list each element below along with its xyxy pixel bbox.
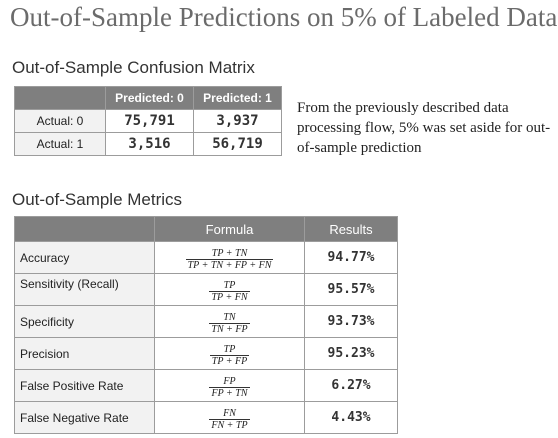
formula-denominator: TP + FN [209, 290, 250, 303]
column-header: Formula [154, 216, 305, 242]
formula-cell: TP + TN TP + TN + FP + FN [154, 241, 305, 274]
table-header-row: Predicted: 0 Predicted: 1 [14, 86, 282, 110]
formula-fraction: TP TP + FN [209, 279, 250, 303]
table-row: Sensitivity (Recall) TP TP + FN 95.57% [14, 273, 398, 306]
metric-name: False Negative Rate [14, 401, 155, 434]
corner-cell [14, 86, 106, 110]
formula-numerator: TP [223, 343, 236, 355]
formula-denominator: TP + TN + FP + FN [185, 258, 274, 271]
formula-cell: FP FP + TN [154, 369, 305, 402]
formula-denominator: FN + TP [209, 418, 250, 431]
table-row: Accuracy TP + TN TP + TN + FP + FN 94.77… [14, 241, 398, 274]
confusion-matrix-heading: Out-of-Sample Confusion Matrix [12, 58, 255, 77]
formula-cell: FN FN + TP [154, 401, 305, 434]
column-header: Predicted: 0 [105, 86, 194, 110]
metric-result: 95.23% [304, 337, 398, 370]
metric-name: Precision [14, 337, 155, 370]
column-header: Predicted: 1 [193, 86, 282, 110]
page-title: Out-of-Sample Predictions on 5% of Label… [10, 2, 558, 32]
formula-fraction: FN FN + TP [209, 407, 250, 431]
formula-numerator: TP + TN [211, 247, 248, 259]
formula-fraction: TN TN + FP [209, 311, 250, 335]
confusion-matrix-table: Predicted: 0 Predicted: 1 Actual: 0 75,7… [14, 86, 282, 156]
metrics-heading: Out-of-Sample Metrics [12, 190, 183, 209]
metric-name: Sensitivity (Recall) [14, 273, 155, 306]
true-positive-cell: 56,719 [193, 132, 282, 156]
metric-name: Accuracy [14, 241, 155, 274]
formula-denominator: TN + FP [209, 322, 250, 335]
metric-result: 94.77% [304, 241, 398, 274]
formula-fraction: FP FP + TN [209, 375, 250, 399]
formula-fraction: TP TP + FP [209, 343, 250, 367]
table-header-row: Formula Results [14, 216, 398, 242]
row-header: Actual: 1 [14, 132, 106, 156]
row-header: Actual: 0 [14, 109, 106, 133]
false-negative-cell: 3,516 [105, 132, 194, 156]
formula-numerator: TP [223, 279, 236, 291]
table-row: Specificity TN TN + FP 93.73% [14, 305, 398, 338]
formula-denominator: FP + TN [209, 386, 250, 399]
false-positive-cell: 3,937 [193, 109, 282, 133]
formula-numerator: FP [223, 375, 236, 387]
true-negative-cell: 75,791 [105, 109, 194, 133]
formula-denominator: TP + FP [209, 354, 250, 367]
table-row: Actual: 1 3,516 56,719 [14, 132, 282, 156]
metric-result: 95.57% [304, 273, 398, 306]
description-text: From the previously described data proce… [297, 100, 551, 156]
table-row: False Negative Rate FN FN + TP 4.43% [14, 401, 398, 434]
table-row: Precision TP TP + FP 95.23% [14, 337, 398, 370]
metric-result: 4.43% [304, 401, 398, 434]
formula-fraction: TP + TN TP + TN + FP + FN [185, 247, 274, 271]
table-row: False Positive Rate FP FP + TN 6.27% [14, 369, 398, 402]
metrics-table: Formula Results Accuracy TP + TN TP + TN… [14, 216, 398, 434]
column-header [14, 216, 155, 242]
formula-cell: TP TP + FN [154, 273, 305, 306]
formula-numerator: TN [223, 311, 236, 323]
formula-cell: TP TP + FP [154, 337, 305, 370]
metric-name: Specificity [14, 305, 155, 338]
table-row: Actual: 0 75,791 3,937 [14, 109, 282, 133]
formula-numerator: FN [223, 407, 236, 419]
metric-result: 93.73% [304, 305, 398, 338]
metric-result: 6.27% [304, 369, 398, 402]
formula-cell: TN TN + FP [154, 305, 305, 338]
column-header: Results [304, 216, 398, 242]
metric-name: False Positive Rate [14, 369, 155, 402]
